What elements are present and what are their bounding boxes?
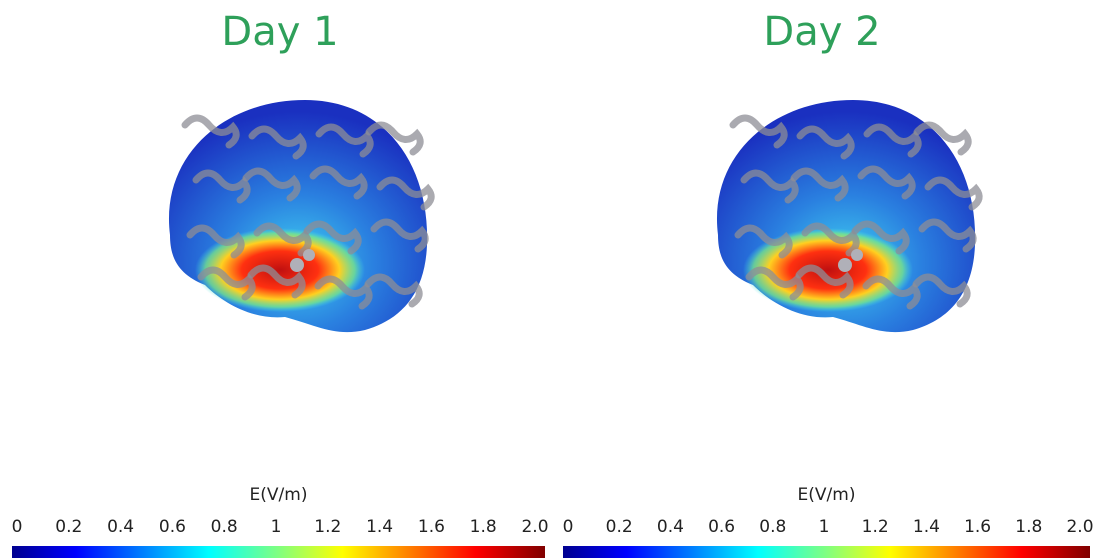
brain-image: [717, 100, 979, 332]
colorbar-tick-label: 0.2: [606, 517, 633, 537]
colorbar-tick-label: 1.4: [366, 517, 393, 537]
colorbar-label: E(V/m): [798, 485, 856, 505]
colorbar-tick-label: 0: [563, 517, 574, 537]
colorbar-label: E(V/m): [250, 485, 308, 505]
colorbar-tick-label: 0.4: [107, 517, 134, 537]
colorbar-tick-label: 1.4: [913, 517, 940, 537]
colorbar: [12, 546, 545, 558]
figure: Day 1 E(V/m) 0 0.2 0.4 0.6 0.8 1 1.2 1.4 1.6 1.8 2.0…: [0, 0, 1095, 558]
colorbar-tick-label: 0.8: [759, 517, 786, 537]
colorbar-tick-label: 1: [271, 517, 282, 537]
electrode: [303, 249, 315, 261]
colorbar-tick-label: 1.2: [314, 517, 341, 537]
colorbar-tick-label: 2.0: [1066, 517, 1093, 537]
colorbar-tick-label: 0.2: [55, 517, 82, 537]
colorbar: [563, 546, 1090, 558]
electrode: [838, 258, 852, 272]
colorbar-tick-label: 0.6: [708, 517, 735, 537]
colorbar-tick-label: 1.2: [862, 517, 889, 537]
colorbar-tick-label: 1.8: [470, 517, 497, 537]
brain-image: [169, 100, 431, 332]
panel-title: Day 2: [763, 9, 880, 55]
colorbar-tick-label: 1: [819, 517, 830, 537]
panel-title: Day 1: [221, 9, 338, 55]
panel: Day 1 E(V/m) 0 0.2 0.4 0.6 0.8 1 1.2 1.4 1.6 1.8 2.0: [12, 9, 549, 558]
colorbar-tick-label: 0.8: [211, 517, 238, 537]
colorbar-tick-label: 0.4: [657, 517, 684, 537]
colorbar-tick-label: 1.6: [418, 517, 445, 537]
colorbar-tick-label: 0.6: [159, 517, 186, 537]
colorbar-tick-label: 1.8: [1015, 517, 1042, 537]
colorbar-tick-label: 2.0: [521, 517, 548, 537]
colorbar-tick-label: 1.6: [964, 517, 991, 537]
electrode: [290, 258, 304, 272]
colorbar-tick-label: 0: [12, 517, 23, 537]
panel: Day 2 E(V/m) 0 0.2 0.4 0.6 0.8 1 1.2 1.4 1.6 1.8 2.0: [563, 9, 1094, 558]
electrode: [851, 249, 863, 261]
